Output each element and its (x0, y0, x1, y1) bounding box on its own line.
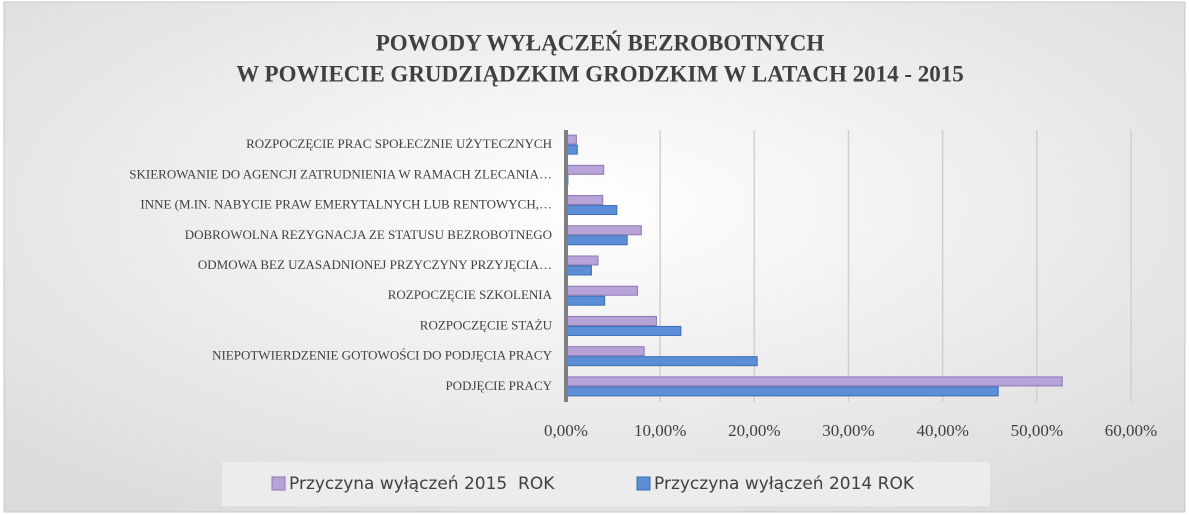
y-tick-label: PODJĘCIE PRACY (445, 378, 552, 393)
x-tick-label: 60,00% (1105, 421, 1157, 440)
x-tick-label: 40,00% (916, 421, 968, 440)
y-tick-label: NIEPOTWIERDZENIE GOTOWOŚCI DO PODJĘCIA P… (212, 348, 553, 363)
bar (565, 325, 682, 336)
x-tick-label: 50,00% (1011, 421, 1063, 440)
bar (565, 225, 642, 236)
bar (565, 356, 758, 367)
bar (565, 195, 604, 206)
x-tick-label: 30,00% (822, 421, 874, 440)
y-tick-label: ROZPOCZĘCIE STAŻU (420, 317, 553, 332)
x-tick-label: 0,00% (544, 421, 588, 440)
chart-title: POWODY WYŁĄCZEŃ BEZROBOTNYCH (376, 30, 825, 55)
x-tick-label: 20,00% (728, 421, 780, 440)
bar (565, 376, 1063, 387)
bar (565, 285, 639, 296)
y-tick-label: DOBROWOLNA REZYGNACJA ZE STATUSU BEZROBO… (185, 227, 552, 242)
bar (565, 235, 628, 246)
x-tick-label: 10,00% (634, 421, 686, 440)
bar (565, 386, 999, 397)
bar (565, 346, 645, 357)
bar (565, 164, 605, 175)
legend-swatch (636, 476, 651, 491)
legend-swatch (271, 476, 286, 491)
bar (565, 265, 592, 276)
legend-label: Przyczyna wyłączeń 2015 ROK (289, 474, 555, 494)
bar (565, 295, 606, 306)
y-tick-label: ROZPOCZĘCIE SZKOLENIA (388, 287, 553, 302)
bar (565, 255, 599, 266)
y-tick-label: SKIEROWANIE DO AGENCJI ZATRUDNIENIA W RA… (129, 166, 552, 181)
y-tick-label: ODMOWA BEZ UZASADNIONEJ PRZYCZYNY PRZYJĘ… (198, 257, 552, 272)
legend-box (222, 462, 990, 506)
bar (565, 205, 618, 216)
y-tick-label: INNE (M.IN. NABYCIE PRAW EMERYTALNYCH LU… (140, 197, 552, 212)
chart-title: W POWIECIE GRUDZIĄDZKIM GRODZKIM W LATAC… (236, 61, 964, 86)
bar (565, 315, 657, 326)
y-tick-label: ROZPOCZĘCIE PRAC SPOŁECZNIE UŻYTECZNYCH (246, 136, 552, 151)
legend-label: Przyczyna wyłączeń 2014 ROK (654, 474, 915, 494)
